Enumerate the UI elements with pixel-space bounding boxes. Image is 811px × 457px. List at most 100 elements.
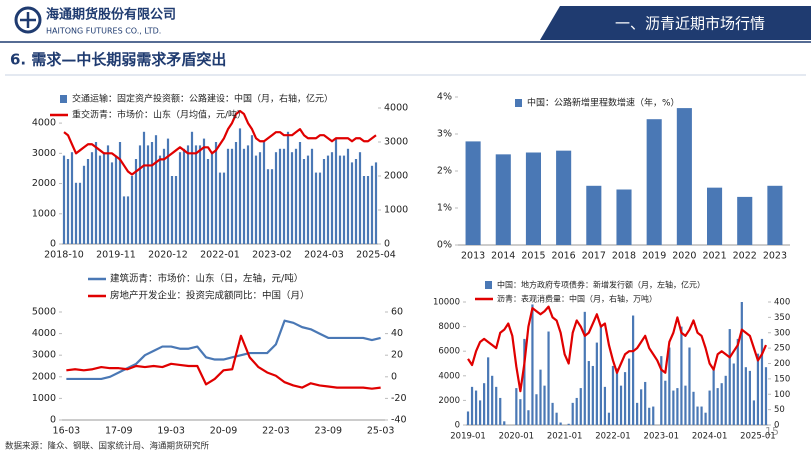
x-tick-label: 2016 [552, 251, 576, 262]
y-tick-label: 2000 [32, 371, 56, 382]
y2-tick-label: 100 [774, 390, 790, 400]
bar [700, 406, 703, 425]
y2-tick-label: 150 [774, 374, 790, 384]
y2-tick-label: -20 [391, 393, 407, 404]
bar [170, 176, 174, 244]
x-tick-label: 2021 [702, 251, 726, 262]
bar [767, 185, 783, 245]
bar [310, 148, 314, 244]
bar [82, 165, 86, 244]
line-series [63, 109, 377, 176]
y-tick-label: 0% [437, 240, 452, 251]
bar [198, 145, 202, 244]
x-tick-label: 2025-01 [740, 432, 776, 442]
company-name-en: HAITONG FUTURES CO., LTD. [46, 27, 161, 36]
bar [684, 385, 687, 425]
page-number: 15 [765, 425, 779, 438]
bar [603, 386, 607, 425]
bar [122, 196, 126, 244]
bar [254, 155, 258, 244]
logo [14, 6, 42, 34]
x-tick-label: 2019 [642, 251, 666, 262]
bar [298, 142, 302, 244]
bar [676, 388, 679, 425]
bar [551, 402, 554, 425]
bar [278, 148, 282, 244]
y2-tick-label: 200 [774, 359, 790, 369]
bar [358, 152, 362, 244]
y2-tick-label: 350 [774, 313, 790, 323]
bar [707, 187, 723, 245]
bar [495, 386, 498, 425]
source-note: 数据来源：隆众、钢联、国家统计局、海通期货研究所 [5, 441, 210, 452]
x-tick-label: 2020 [672, 251, 696, 262]
x-tick-label: 2013 [461, 251, 485, 262]
bar [499, 397, 502, 425]
bar [318, 172, 322, 244]
x-tick-label: 2020-01 [499, 432, 535, 442]
bar [744, 367, 747, 425]
bar [607, 412, 611, 425]
bar [182, 148, 186, 244]
bar [230, 148, 234, 244]
y-tick-label: 2000 [32, 178, 56, 189]
y-tick-label: 2000 [438, 396, 460, 406]
bar [294, 148, 298, 244]
y-tick-label: 6000 [438, 347, 460, 357]
y-tick-label: 3000 [32, 148, 56, 159]
x-tick-label: 17-09 [105, 426, 133, 437]
bar [646, 119, 662, 245]
bar [338, 155, 342, 244]
bar [712, 369, 715, 425]
bar [495, 154, 511, 245]
bar [756, 353, 760, 425]
bar [465, 141, 481, 245]
bar [599, 326, 603, 425]
bar [214, 142, 218, 244]
logo-mark [20, 12, 36, 28]
x-tick-label: 2017 [582, 251, 606, 262]
x-tick-label: 2019-01 [450, 432, 486, 442]
bar [130, 176, 134, 244]
line-series [66, 334, 381, 390]
bar [322, 159, 326, 244]
y2-tick-label: 1000 [384, 205, 408, 216]
bar [266, 169, 270, 244]
bar [615, 368, 619, 425]
bar [491, 375, 494, 425]
bar [575, 397, 578, 425]
bar [555, 412, 558, 425]
bar [202, 138, 206, 244]
bar [370, 165, 374, 244]
legend-label: 沥青：表观消费量：中国（月，右轴，万吨） [497, 294, 657, 304]
bar [282, 148, 286, 244]
y-tick-label: 0 [50, 239, 56, 250]
bar [716, 388, 719, 425]
bar [519, 399, 522, 425]
bar [330, 152, 334, 244]
bar [86, 159, 90, 244]
bar [648, 407, 651, 425]
bar [556, 150, 572, 245]
bar [262, 142, 266, 244]
bar [374, 162, 378, 244]
bar [138, 145, 142, 244]
bar [474, 390, 478, 425]
x-tick-label: 2022 [733, 251, 757, 262]
bar [579, 388, 582, 425]
y-tick-label: 4000 [32, 328, 56, 339]
y2-tick-label: 50 [774, 405, 785, 415]
bar [547, 331, 550, 425]
bar [720, 383, 723, 425]
x-tick-label: 2023 [763, 251, 787, 262]
section-banner [540, 6, 811, 40]
y-tick-label: 4000 [32, 118, 56, 129]
y2-tick-label: 0 [774, 421, 779, 431]
bar [523, 338, 526, 425]
y2-tick-label: 3000 [384, 137, 408, 148]
y-tick-label: 8000 [438, 322, 460, 332]
bar [587, 361, 590, 425]
bar [234, 142, 238, 244]
y-tick-label: 2% [437, 166, 452, 177]
x-tick-label: 2022-01 [595, 432, 631, 442]
